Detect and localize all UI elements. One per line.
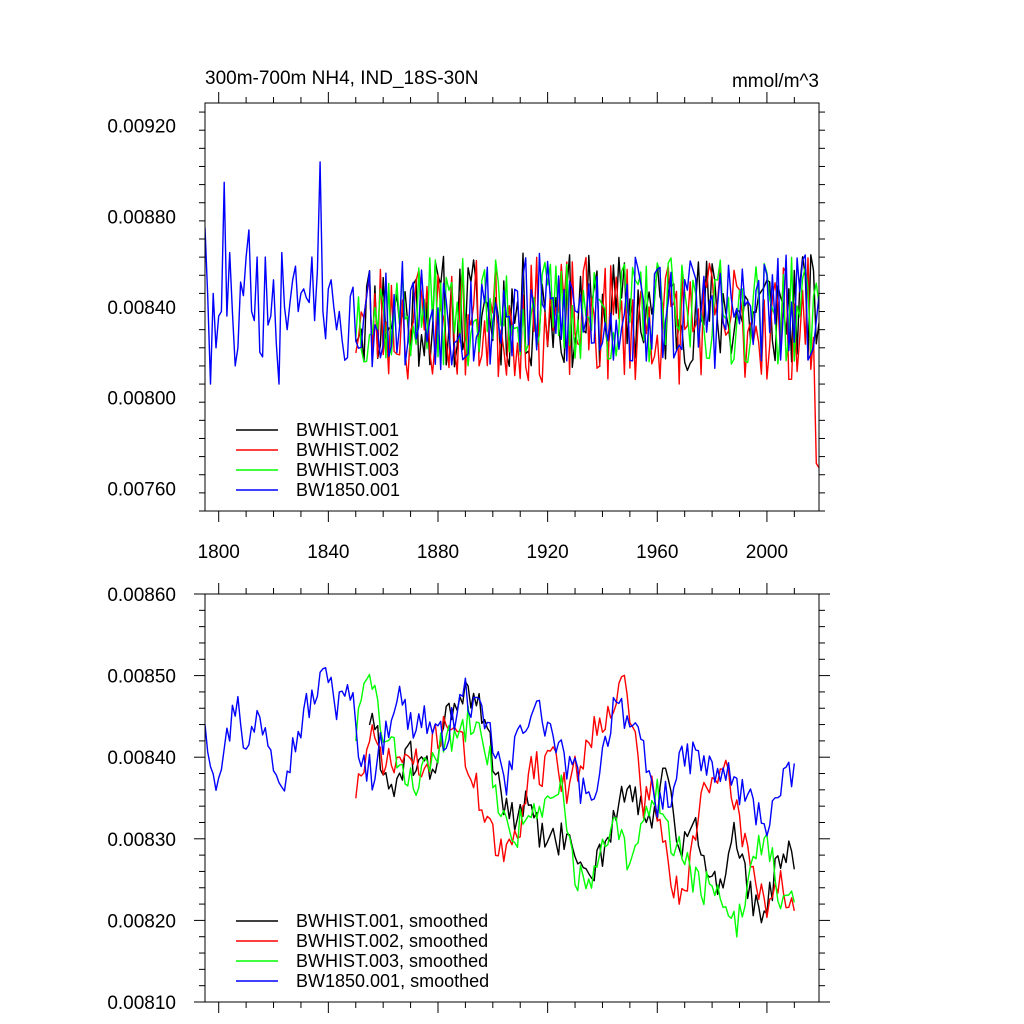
x-tick-label: 1960 (636, 542, 678, 563)
x-tick-label: 1840 (307, 542, 349, 563)
y-tick-label: 0.00820 (107, 911, 176, 932)
plot-frame (204, 593, 820, 1003)
series-lines (205, 667, 795, 938)
series-line-bw1850-001-smoothed (205, 667, 795, 837)
y-tick-label: 0.00830 (107, 830, 176, 851)
top-panel-raw: 300m-700m NH4, IND_18S-30N mmol/m^3 1800 18… (107, 68, 825, 563)
legend-label: BWHIST.003, smoothed (296, 951, 488, 971)
plot-frame (204, 102, 820, 512)
units-label: mmol/m^3 (732, 71, 819, 92)
x-tick-label: 1880 (417, 542, 459, 563)
legend-label: BW1850.001 (296, 480, 400, 500)
legend-label: BW1850.001, smoothed (296, 971, 489, 991)
legend-label: BWHIST.001 (296, 420, 399, 440)
y-tick-label: 0.00880 (107, 207, 176, 228)
legend-label: BWHIST.003 (296, 460, 399, 480)
y-tick-label: 0.00860 (107, 585, 176, 606)
series-lines (205, 161, 819, 469)
y-tick-label: 0.00840 (107, 298, 176, 319)
y-tick-label: 0.00850 (107, 667, 176, 688)
legend-label: BWHIST.002, smoothed (296, 931, 488, 951)
y-tick-label: 0.00920 (107, 117, 176, 138)
series-line-bwhist-001-smoothed (368, 681, 795, 924)
x-tick-label: 2000 (746, 542, 788, 563)
series-line-bw1850-001 (205, 161, 819, 385)
x-tick-label: 1920 (526, 542, 568, 563)
series-line-bwhist-002 (355, 256, 819, 469)
y-tick-label: 0.00840 (107, 748, 176, 769)
legend-label: BWHIST.001, smoothed (296, 911, 488, 931)
legend-label: BWHIST.002 (296, 440, 399, 460)
y-tick-label: 0.00800 (107, 389, 176, 410)
series-line-bwhist-003-smoothed (355, 673, 795, 938)
bottom-panel-smoothed: 0.00810 0.00820 0.00830 0.00840 0.00850 0.008… (107, 583, 830, 1014)
y-tick-label: 0.00810 (107, 993, 176, 1014)
y-tick-label: 0.00760 (107, 479, 176, 500)
chart-title: 300m-700m NH4, IND_18S-30N (205, 68, 479, 89)
x-tick-label: 1800 (198, 542, 240, 563)
